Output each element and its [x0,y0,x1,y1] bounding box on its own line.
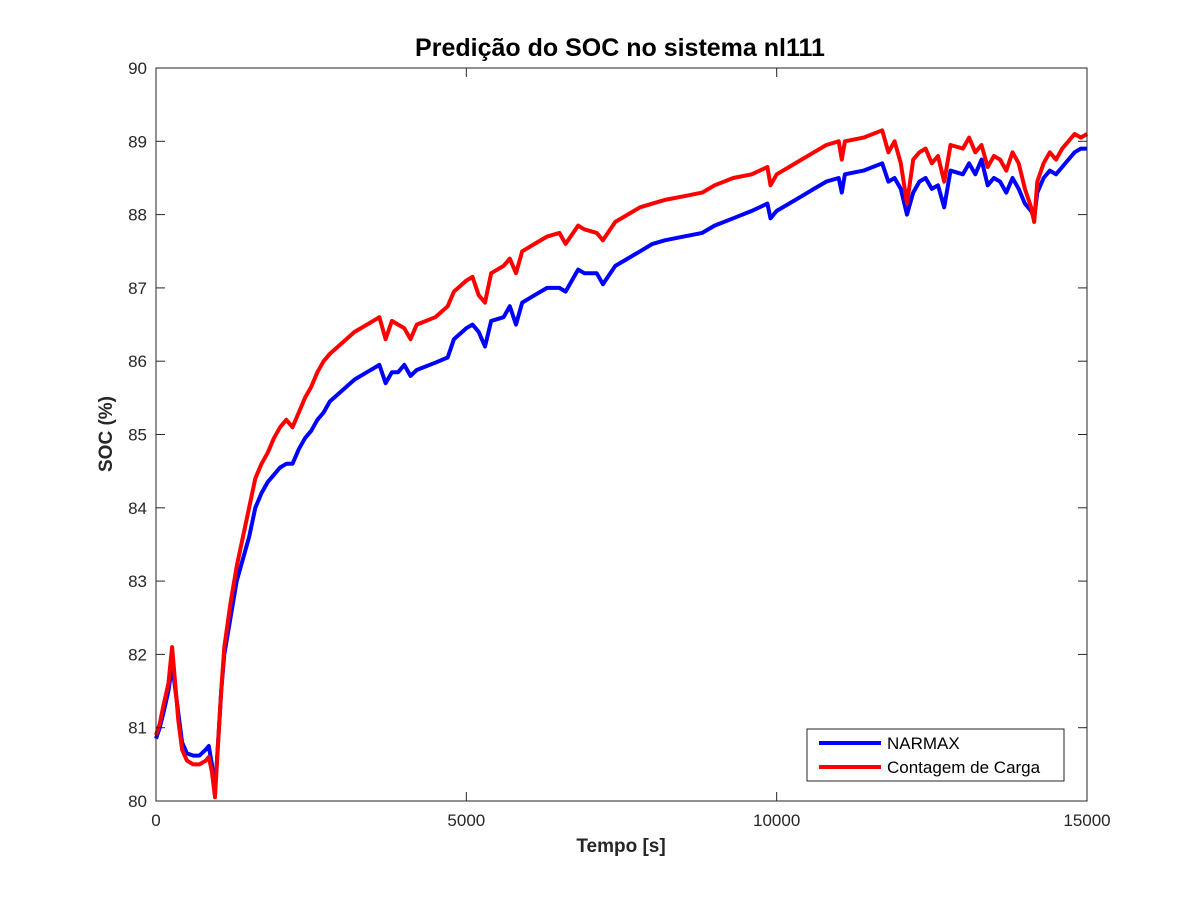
legend-label: Contagem de Carga [887,758,1041,777]
x-tick-label: 10000 [753,811,800,830]
series-layer [154,128,1089,800]
y-tick-label: 85 [128,426,147,445]
y-tick-label: 89 [128,132,147,151]
y-tick-label: 83 [128,572,147,591]
y-tick-label: 84 [128,499,147,518]
chart-title: Predição do SOC no sistema nl111 [415,34,825,62]
x-tick-label: 0 [151,811,160,830]
series-line-contagem-de-carga [154,128,1089,800]
y-tick-label: 82 [128,645,147,664]
y-tick-label: 87 [128,279,147,298]
x-tick-label: 5000 [447,811,485,830]
y-tick-label: 80 [128,792,147,811]
x-axis-label: Tempo [s] [576,836,665,857]
legend: NARMAX Contagem de Carga [806,728,1065,782]
y-tick-label: 90 [128,59,147,78]
y-tick-label: 88 [128,206,147,225]
y-axis-label: SOC (%) [96,396,117,472]
x-tick-label: 15000 [1063,811,1110,830]
series-line-narmax [154,146,1087,792]
ticks-layer: 0 5000 10000 15000 80 81 82 83 84 85 86 87 88 89 90 [128,59,1111,830]
y-tick-label: 81 [128,719,147,738]
legend-box [806,728,1065,782]
legend-label: NARMAX [887,734,960,753]
y-tick-label: 86 [128,352,147,371]
